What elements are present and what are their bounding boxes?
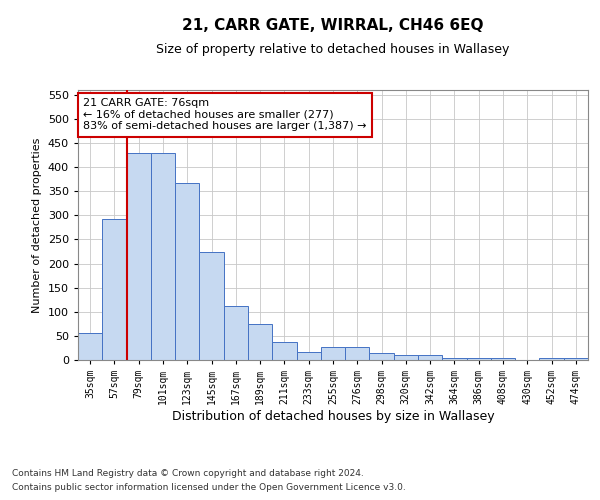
Bar	[272, 342, 296, 360]
Bar	[345, 347, 370, 360]
Bar	[199, 252, 224, 360]
Bar	[491, 358, 515, 360]
Bar	[321, 347, 345, 360]
Text: 21 CARR GATE: 76sqm
← 16% of detached houses are smaller (277)
83% of semi-detac: 21 CARR GATE: 76sqm ← 16% of detached ho…	[83, 98, 367, 132]
Bar	[296, 352, 321, 360]
Bar	[418, 355, 442, 360]
Bar	[539, 358, 564, 360]
Bar	[394, 355, 418, 360]
Y-axis label: Number of detached properties: Number of detached properties	[32, 138, 42, 312]
Bar	[564, 358, 588, 360]
Bar	[442, 358, 467, 360]
Bar	[467, 358, 491, 360]
Bar	[175, 182, 199, 360]
Text: Contains public sector information licensed under the Open Government Licence v3: Contains public sector information licen…	[12, 484, 406, 492]
X-axis label: Distribution of detached houses by size in Wallasey: Distribution of detached houses by size …	[172, 410, 494, 423]
Text: Size of property relative to detached houses in Wallasey: Size of property relative to detached ho…	[157, 42, 509, 56]
Bar	[370, 353, 394, 360]
Bar	[248, 324, 272, 360]
Text: 21, CARR GATE, WIRRAL, CH46 6EQ: 21, CARR GATE, WIRRAL, CH46 6EQ	[182, 18, 484, 32]
Bar	[224, 306, 248, 360]
Bar	[151, 152, 175, 360]
Bar	[78, 334, 102, 360]
Bar	[102, 218, 127, 360]
Bar	[127, 152, 151, 360]
Text: Contains HM Land Registry data © Crown copyright and database right 2024.: Contains HM Land Registry data © Crown c…	[12, 468, 364, 477]
